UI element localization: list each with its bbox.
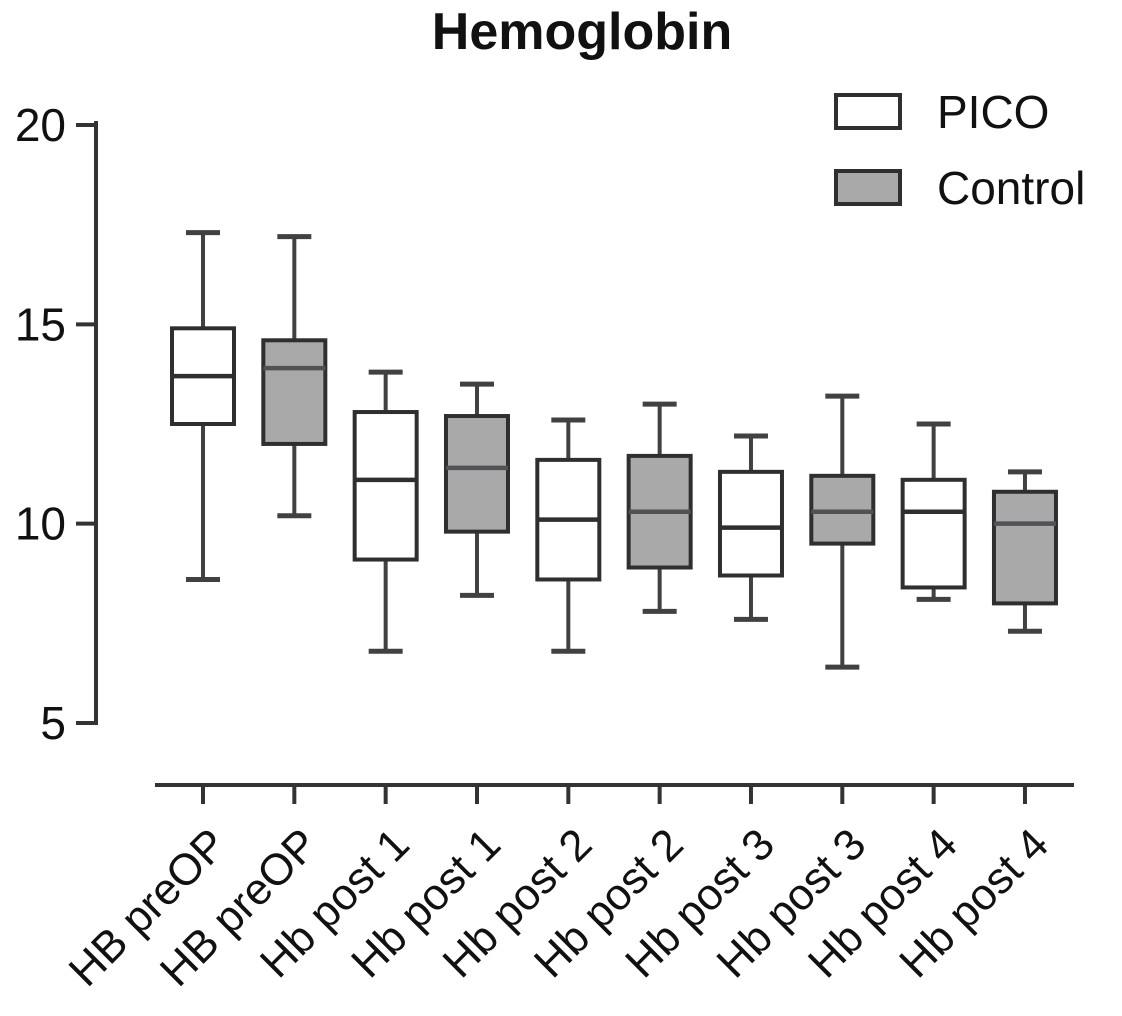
box-rect [900, 477, 967, 590]
y-axis-tick-label: 20 [15, 99, 66, 151]
y-axis-tick-label: 15 [15, 298, 66, 350]
legend-swatch-control-icon [834, 169, 902, 206]
y-axis-tick-label: 5 [40, 697, 66, 749]
boxplot-group-1 [170, 230, 236, 582]
legend-swatch-control-rect [834, 169, 902, 206]
legend-item-pico: PICO [833, 86, 1085, 138]
boxplot-group-2 [261, 234, 328, 519]
box-rect [717, 469, 784, 578]
chart-title: Hemoglobin [431, 3, 733, 61]
boxplot-group-7 [717, 433, 784, 622]
boxplot-group-5 [535, 417, 602, 654]
boxplot-group-10 [991, 469, 1058, 634]
box-rect [352, 410, 419, 562]
legend: PICO Control [833, 86, 1085, 214]
legend-swatch-pico-icon [834, 93, 902, 130]
legend-item-control: Control [833, 162, 1085, 214]
legend-label-control: Control [937, 162, 1086, 214]
boxplot-group-3 [352, 369, 419, 654]
boxplot-group-8 [809, 393, 876, 670]
box-rect [991, 489, 1058, 606]
boxplot-group-6 [626, 401, 693, 614]
legend-swatch-pico-rect [834, 93, 902, 130]
boxplot-group-4 [443, 381, 510, 598]
y-axis-tick-label: 10 [15, 498, 66, 550]
box-rect [443, 414, 510, 534]
box-rect [261, 338, 328, 446]
boxplot-group-9 [900, 421, 967, 602]
legend-label-pico: PICO [937, 86, 1050, 138]
